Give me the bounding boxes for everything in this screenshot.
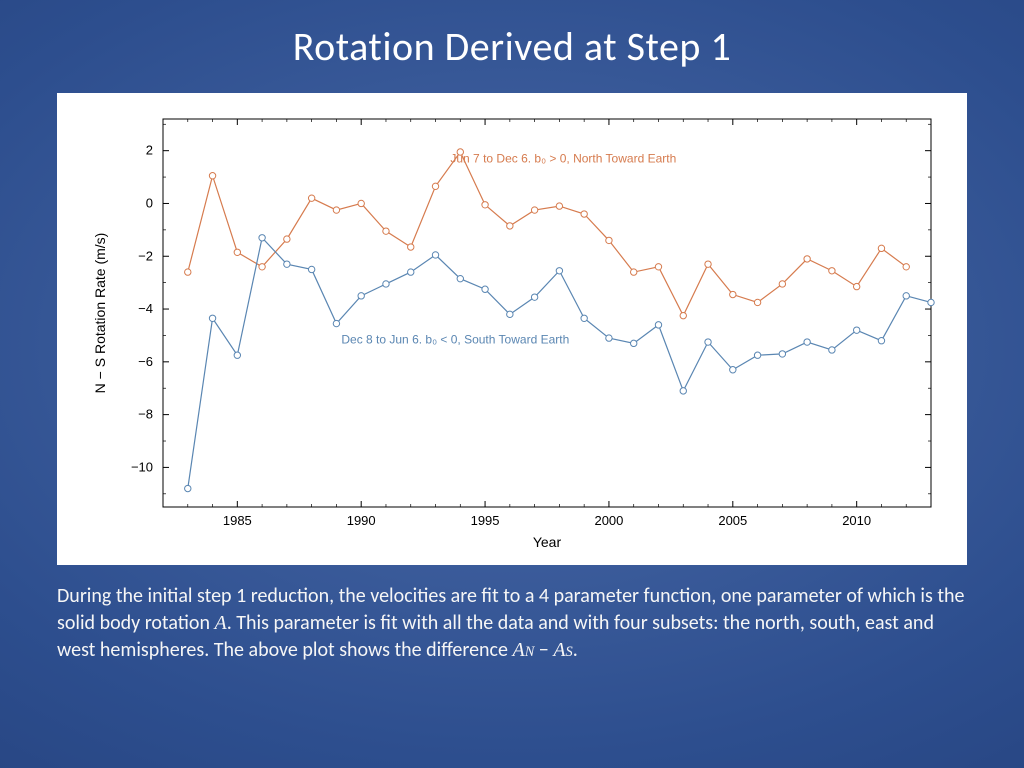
svg-text:2010: 2010 bbox=[842, 513, 871, 528]
svg-text:2005: 2005 bbox=[718, 513, 747, 528]
chart-container: −10 −8 −6 −4 −2 0 2 1985 1990 1995 2000 2005 2010 Yea… bbox=[57, 93, 967, 565]
slide-title: Rotation Derived at Step 1 bbox=[55, 22, 969, 71]
svg-text:N − S Rotation Rate (m/s): N − S Rotation Rate (m/s) bbox=[92, 233, 108, 394]
svg-text:2: 2 bbox=[146, 143, 153, 158]
svg-text:Dec 8 to Jun 6. b₀ < 0, So: Dec 8 to Jun 6. b₀ < 0, South Toward Ear… bbox=[341, 332, 569, 346]
line-chart-svg: −10 −8 −6 −4 −2 0 2 1985 1990 1995 2000 2005 2010 Yea… bbox=[63, 99, 961, 559]
svg-text:2000: 2000 bbox=[594, 513, 623, 528]
svg-text:−2: −2 bbox=[138, 248, 153, 263]
svg-text:1985: 1985 bbox=[223, 513, 252, 528]
symbol-AS: A bbox=[553, 639, 565, 661]
body-minus: − bbox=[534, 638, 553, 662]
chart-plot-area: −10 −8 −6 −4 −2 0 2 1985 1990 1995 2000 2005 2010 Yea… bbox=[63, 99, 961, 559]
body-period: . bbox=[573, 638, 578, 662]
subscript-S: S bbox=[566, 644, 573, 660]
svg-text:0: 0 bbox=[146, 195, 153, 210]
svg-text:−8: −8 bbox=[138, 407, 153, 422]
slide-root: Rotation Derived at Step 1 −10−8−6−4−202… bbox=[0, 0, 1024, 768]
subscript-N: N bbox=[525, 644, 535, 660]
svg-text:−10: −10 bbox=[131, 459, 153, 474]
svg-text:Year: Year bbox=[533, 534, 562, 550]
svg-text:1990: 1990 bbox=[347, 513, 376, 528]
svg-text:1995: 1995 bbox=[471, 513, 500, 528]
symbol-AN: A bbox=[512, 639, 524, 661]
symbol-A: A bbox=[214, 612, 226, 634]
svg-text:Jun 7 to Dec 6. b₀ > 0, Nor: Jun 7 to Dec 6. b₀ > 0, North Toward Ear… bbox=[450, 152, 676, 166]
body-paragraph: During the initial step 1 reduction, the… bbox=[57, 583, 967, 664]
svg-text:−6: −6 bbox=[138, 354, 153, 369]
svg-text:−4: −4 bbox=[138, 301, 153, 316]
